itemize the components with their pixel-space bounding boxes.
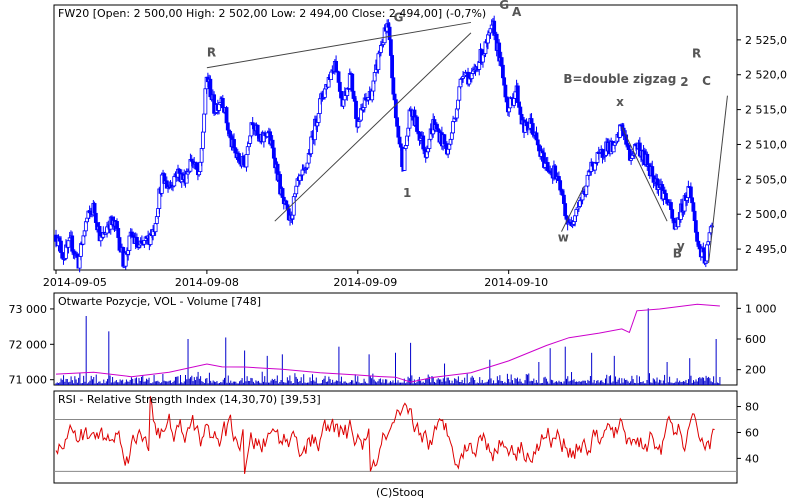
volume-left-tick-label: 72 000 [9,338,48,351]
rsi-y-tick-label: 60 [745,426,759,439]
price-y-tick-label: 2 520,0 [745,69,787,82]
price-x-tick-label: 2014-09-05 [43,276,107,289]
price-candle [244,154,249,168]
price-candle [172,176,177,187]
rsi-y-tick-label: 40 [745,452,759,465]
price-candle [500,64,505,79]
rsi-frame [53,390,738,484]
rsi-title: RSI - Relative Strength Index (14,30,70)… [58,393,321,406]
volume-left-tick-label: 73 000 [9,303,48,316]
price-candle [354,100,358,119]
price-candle [70,235,75,252]
price-candle [78,243,83,257]
price-title: FW20 [Open: 2 500,00 High: 2 502,00 Low:… [58,7,486,20]
price-candle [710,225,714,228]
price-candle [451,121,456,134]
price-candle [391,77,396,95]
trendline [206,21,472,69]
open-interest-path [55,303,720,383]
price-candle [177,168,182,174]
price-y-tick-label: 2 525,0 [745,34,787,47]
wave-label: B [673,246,682,260]
price-candle [356,121,361,128]
volume-bars [55,308,721,385]
volume-right-tick-label: 200 [745,364,766,377]
price-x-tick-label: 2014-09-08 [175,276,239,289]
volume-left-tick-label: 71 000 [9,374,48,387]
price-candle [545,162,550,172]
price-y-tick-label: 2 515,0 [745,104,787,117]
price-candle [396,125,401,138]
price-candle [692,210,697,221]
price-trendlines [206,21,728,264]
volume-right-tick-label: 600 [745,333,766,346]
price-candle [693,220,698,233]
price-candle [66,240,71,248]
wave-label: R [692,46,701,60]
price-candle [705,244,709,262]
rsi-y-tick-label: 80 [745,401,759,414]
price-candle [499,57,504,66]
price-candle [202,113,207,133]
price-y-tick-label: 2 510,0 [745,138,787,151]
wave-label: G [499,0,509,12]
price-candle [350,73,355,92]
price-x-tick-label: 2014-09-10 [484,276,548,289]
wave-label: y [677,239,685,253]
price-y-axis: 2 495,0 2 500,0 2 505,0 2 510,0 2 515,0 2 520… [737,34,787,256]
price-candle [457,86,462,101]
rsi-y-axis: 40 60 80 [737,401,759,465]
rsi-line [55,396,715,474]
price-bars [54,15,714,273]
wave-label: G [394,11,404,25]
volume-right-axis: 200 600 1 000 [737,302,777,377]
price-candle [200,131,205,149]
wave-label: 1 [403,186,411,200]
wave-label: 2 [680,75,688,89]
open-interest-line [55,303,720,383]
trendline [708,95,728,264]
price-candle [393,99,398,119]
price-candle [232,139,236,149]
wave-label: R [207,46,216,60]
footer-credit: (C)Stooq [376,486,424,499]
volume-right-tick-label: 1 000 [745,302,777,315]
volume-panel: 71 000 72 000 73 000 200 600 1 000 Otwarte P… [9,292,777,387]
price-y-tick-label: 2 500,0 [745,208,787,221]
price-candle [688,186,693,199]
price-candle [93,212,98,223]
volume-left-axis: 71 000 72 000 73 000 [9,303,54,387]
price-candle [402,148,407,171]
rsi-path [55,396,715,474]
wave-label: A [512,5,522,19]
wave-label: x [616,95,624,109]
wave-label: C [702,74,711,88]
volume-title: Otwarte Pozycje, VOL - Volume [748] [58,295,261,308]
price-y-tick-label: 2 495,0 [745,243,787,256]
price-y-tick-label: 2 505,0 [745,173,787,186]
wave-label: w [558,230,569,244]
trendline [621,126,668,222]
price-candle [503,84,508,98]
price-x-tick-label: 2014-09-09 [333,276,397,289]
price-x-axis: 2014-09-05 2014-09-08 2014-09-09 2014-09-10 [43,270,548,289]
wave-label: B=double zigzag [563,72,676,86]
rsi-panel: 40 60 80 RSI - Relative Strength Index (14… [53,390,759,484]
price-candle [208,78,213,98]
trendline [274,32,472,222]
price-candle [116,228,121,238]
price-candle [421,135,426,150]
trendline [561,186,585,232]
price-candle [294,185,299,195]
